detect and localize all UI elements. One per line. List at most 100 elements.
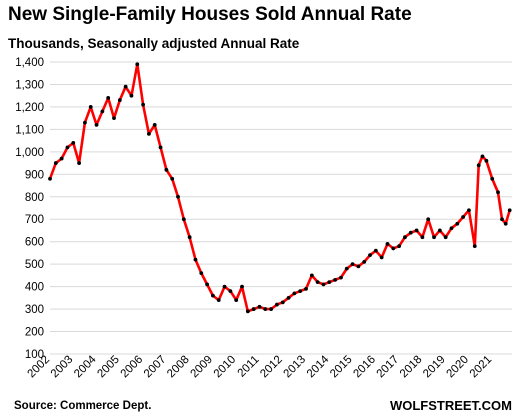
y-tick-label: 800	[25, 192, 44, 204]
brand-watermark: WOLFSTREET.COM	[389, 398, 512, 413]
grid-layer	[50, 61, 512, 355]
data-point	[327, 280, 332, 285]
data-point	[403, 235, 407, 240]
x-tick-label: 2004	[72, 353, 99, 380]
data-point	[269, 307, 274, 311]
data-point	[83, 120, 87, 125]
y-tick-label: 400	[25, 282, 44, 294]
data-point	[379, 255, 384, 260]
chart-title: New Single-Family Houses Sold Annual Rat…	[8, 4, 412, 25]
x-tick-label: 2019	[421, 354, 448, 381]
data-point	[152, 122, 157, 127]
data-point	[240, 284, 244, 289]
data-point	[496, 190, 500, 195]
data-point	[48, 176, 52, 181]
data-point	[480, 154, 485, 159]
data-point	[286, 295, 291, 300]
data-point	[71, 140, 76, 145]
data-point	[368, 253, 372, 258]
data-point	[193, 257, 198, 262]
data-point	[426, 217, 431, 222]
data-point	[461, 215, 466, 219]
data-point	[147, 131, 151, 136]
x-tick-label: 2015	[328, 354, 355, 381]
data-point	[484, 158, 489, 163]
x-tick-label: 2020	[444, 354, 471, 381]
data-point	[280, 300, 285, 305]
data-point	[88, 105, 93, 109]
data-point	[437, 228, 442, 233]
data-point	[356, 264, 361, 269]
data-point	[181, 217, 186, 222]
data-point	[315, 280, 320, 285]
data-point	[187, 235, 192, 240]
data-point	[199, 271, 204, 276]
data-point	[234, 298, 239, 302]
y-tick-label: 500	[25, 259, 44, 271]
series-layer	[48, 62, 512, 314]
y-tick-label: 1,200	[15, 102, 44, 114]
x-tick-label: 2014	[305, 353, 332, 380]
x-tick-label: 2018	[398, 354, 425, 381]
y-tick-label: 200	[25, 327, 44, 339]
x-tick-label: 2008	[165, 354, 192, 381]
data-point	[123, 84, 128, 89]
x-tick-label: 2011	[236, 354, 262, 380]
data-point	[263, 307, 268, 311]
data-point	[500, 217, 504, 222]
y-tick-label: 1,100	[15, 124, 44, 136]
y-tick-label: 600	[25, 237, 44, 249]
x-tick-label: 2007	[142, 354, 169, 381]
data-point	[257, 304, 262, 309]
y-tick-label: 1,400	[15, 57, 44, 69]
data-point	[176, 194, 180, 199]
y-tick-label: 100	[25, 349, 44, 361]
series-line	[48, 62, 511, 313]
data-point	[503, 221, 508, 226]
data-point	[100, 109, 105, 114]
x-tick-label: 2017	[375, 354, 402, 381]
data-point	[170, 176, 175, 181]
data-point	[408, 230, 413, 235]
data-point	[222, 284, 227, 289]
y-axis-ticks: 100 200 300 400 500 600 700 800 900 1,000 1,100 1,2…	[15, 57, 44, 361]
data-point	[205, 282, 210, 287]
data-point	[141, 102, 145, 107]
data-point	[373, 248, 378, 253]
data-point	[164, 167, 169, 172]
data-point	[362, 260, 367, 264]
data-point	[350, 262, 355, 267]
y-tick-label: 300	[25, 304, 44, 316]
x-axis-ticks: 2002200320042005200620072008200920102011…	[26, 353, 495, 380]
data-point	[507, 208, 512, 213]
x-tick-label: 2009	[188, 354, 215, 381]
x-tick-label: 2012	[258, 354, 285, 381]
x-tick-label: 2003	[49, 354, 76, 381]
x-tick-label: 2021	[468, 354, 495, 381]
data-point	[216, 298, 221, 302]
data-point	[112, 116, 116, 121]
data-point	[449, 226, 454, 231]
y-tick-label: 900	[25, 169, 44, 181]
data-point	[275, 302, 279, 307]
data-point	[397, 244, 402, 249]
data-point	[94, 122, 99, 127]
x-tick-label: 2016	[351, 354, 378, 381]
data-point	[321, 282, 326, 287]
data-point	[106, 96, 111, 100]
data-point	[432, 235, 436, 240]
x-tick-label: 2013	[282, 354, 309, 381]
data-point	[292, 291, 297, 296]
x-tick-label: 2006	[119, 354, 146, 381]
data-point	[158, 145, 163, 150]
data-point	[129, 93, 134, 98]
x-tick-label: 2010	[212, 354, 239, 381]
data-point	[344, 266, 349, 271]
data-point	[53, 161, 58, 165]
y-tick-label: 700	[25, 214, 44, 226]
data-point	[298, 289, 303, 294]
data-point	[59, 156, 64, 161]
data-point	[472, 244, 477, 249]
x-tick-label: 2005	[95, 354, 122, 381]
y-tick-label: 1,300	[15, 79, 44, 91]
